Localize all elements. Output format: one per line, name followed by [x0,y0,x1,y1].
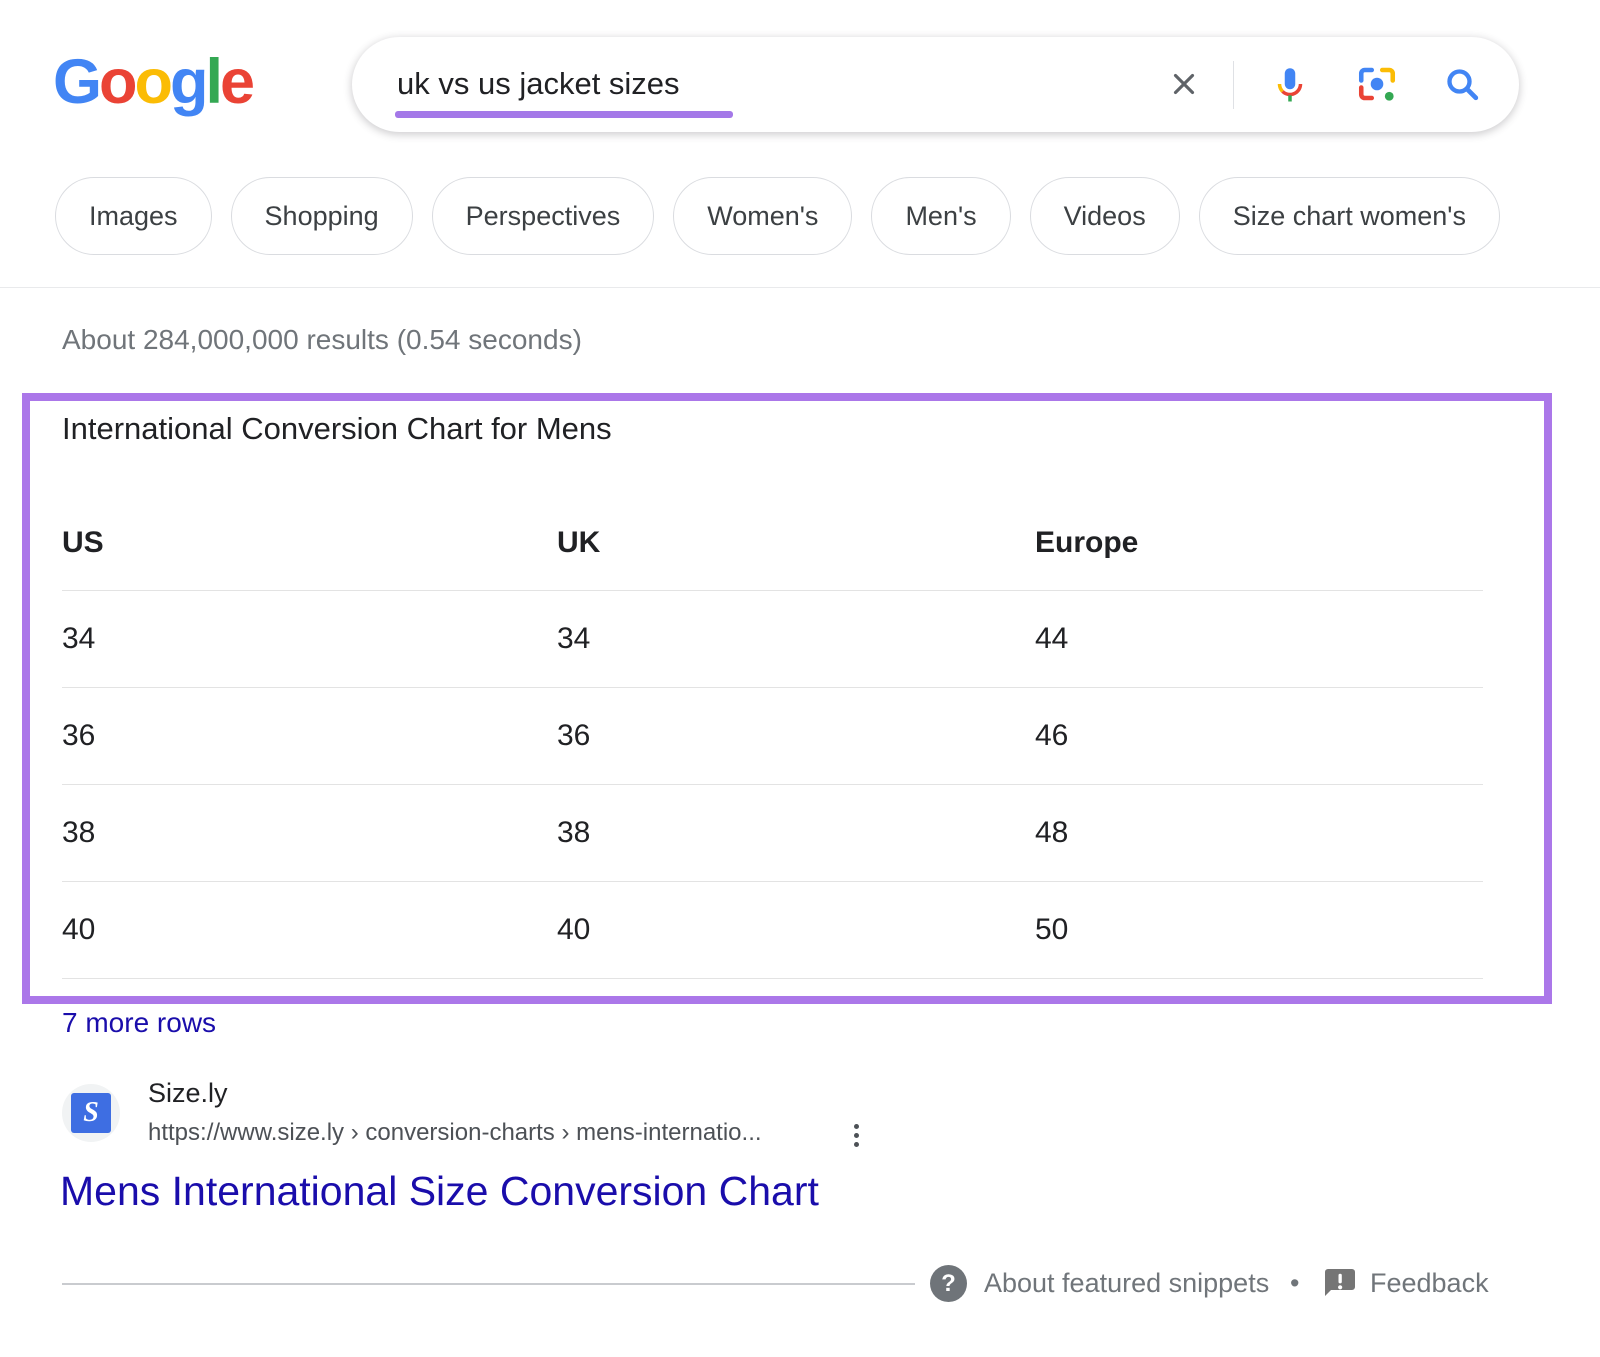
logo-letter: l [205,47,222,117]
close-icon [1173,73,1195,95]
site-url-breadcrumb: https://www.size.ly › conversion-charts … [148,1119,762,1146]
google-logo[interactable]: Google [53,47,255,117]
tab-videos[interactable]: Videos [1029,177,1180,255]
footer-separator-dot: • [1290,1268,1300,1298]
help-question-icon[interactable]: ? [930,1265,967,1302]
column-header: US [62,525,104,559]
result-options-button[interactable] [850,1120,863,1151]
search-bar-divider [1233,61,1234,109]
table-row: 34 34 44 [62,591,1483,688]
tab-women-s[interactable]: Women's [673,177,853,255]
search-filter-tabs: Images Shopping Perspectives Women's Men's Vi… [55,177,1500,255]
search-bar[interactable]: uk vs us jacket sizes [352,37,1519,132]
conversion-table: US UK Europe 34 34 44 36 36 46 38 38 48 40 40 50 [62,495,1483,979]
microphone-icon [1277,68,1303,102]
feedback-link[interactable]: Feedback [1370,1268,1489,1298]
table-cell: 50 [1035,913,1069,946]
table-cell: 34 [557,622,591,655]
table-row: 40 40 50 [62,882,1483,979]
more-rows-link[interactable]: 7 more rows [62,1007,217,1038]
table-cell: 38 [557,816,591,849]
table-cell: 40 [62,913,96,946]
featured-snippet-highlight-box [22,393,1552,1004]
table-cell: 40 [557,913,591,946]
table-cell: 36 [557,719,591,752]
table-cell: 44 [1035,622,1069,655]
logo-letter: o [134,47,174,117]
table-row: 38 38 48 [62,785,1483,882]
clear-icon[interactable] [1162,62,1206,106]
table-cell: 48 [1035,816,1069,849]
results-stats: About 284,000,000 results (0.54 seconds) [62,324,582,355]
table-cell: 36 [62,719,96,752]
tab-size-chart-women-s[interactable]: Size chart women's [1198,177,1500,255]
table-cell: 46 [1035,719,1069,752]
table-cell: 34 [62,622,96,655]
logo-letter: e [219,47,255,117]
logo-letter: o [99,47,138,117]
logo-letter: g [169,47,209,117]
snippet-footer-divider [62,1283,915,1285]
logo-letter: G [53,47,102,117]
google-lens-button[interactable] [1355,62,1399,106]
site-favicon: S [62,1084,120,1142]
table-body: 34 34 44 36 36 46 38 38 48 40 40 50 [62,591,1483,979]
table-header-row: US UK Europe [62,495,1483,591]
header-divider [0,287,1600,288]
site-name: Size.ly [148,1078,228,1108]
result-title-link[interactable]: Mens International Size Conversion Chart [60,1168,819,1214]
kebab-dot [854,1124,859,1129]
search-input[interactable]: uk vs us jacket sizes [397,66,680,101]
table-row: 36 36 46 [62,688,1483,785]
tab-men-s[interactable]: Men's [871,177,1011,255]
table-cell: 38 [62,816,96,849]
kebab-dot [854,1142,859,1147]
favicon-letter: S [71,1093,111,1133]
voice-search-button[interactable] [1268,62,1312,106]
tab-shopping[interactable]: Shopping [230,177,413,255]
feedback-bubble-icon[interactable] [1322,1266,1358,1307]
snippet-heading: International Conversion Chart for Mens [62,411,612,446]
query-underline-annotation [395,111,733,118]
about-featured-snippets-link[interactable]: About featured snippets [984,1268,1270,1298]
kebab-dot [854,1133,859,1138]
search-submit-button[interactable] [1440,62,1484,106]
column-header: UK [557,525,601,559]
tab-perspectives[interactable]: Perspectives [431,177,655,255]
tab-images[interactable]: Images [55,177,212,255]
column-header: Europe [1035,525,1139,559]
camera-lens-icon [1358,67,1396,101]
search-icon [1447,69,1479,101]
